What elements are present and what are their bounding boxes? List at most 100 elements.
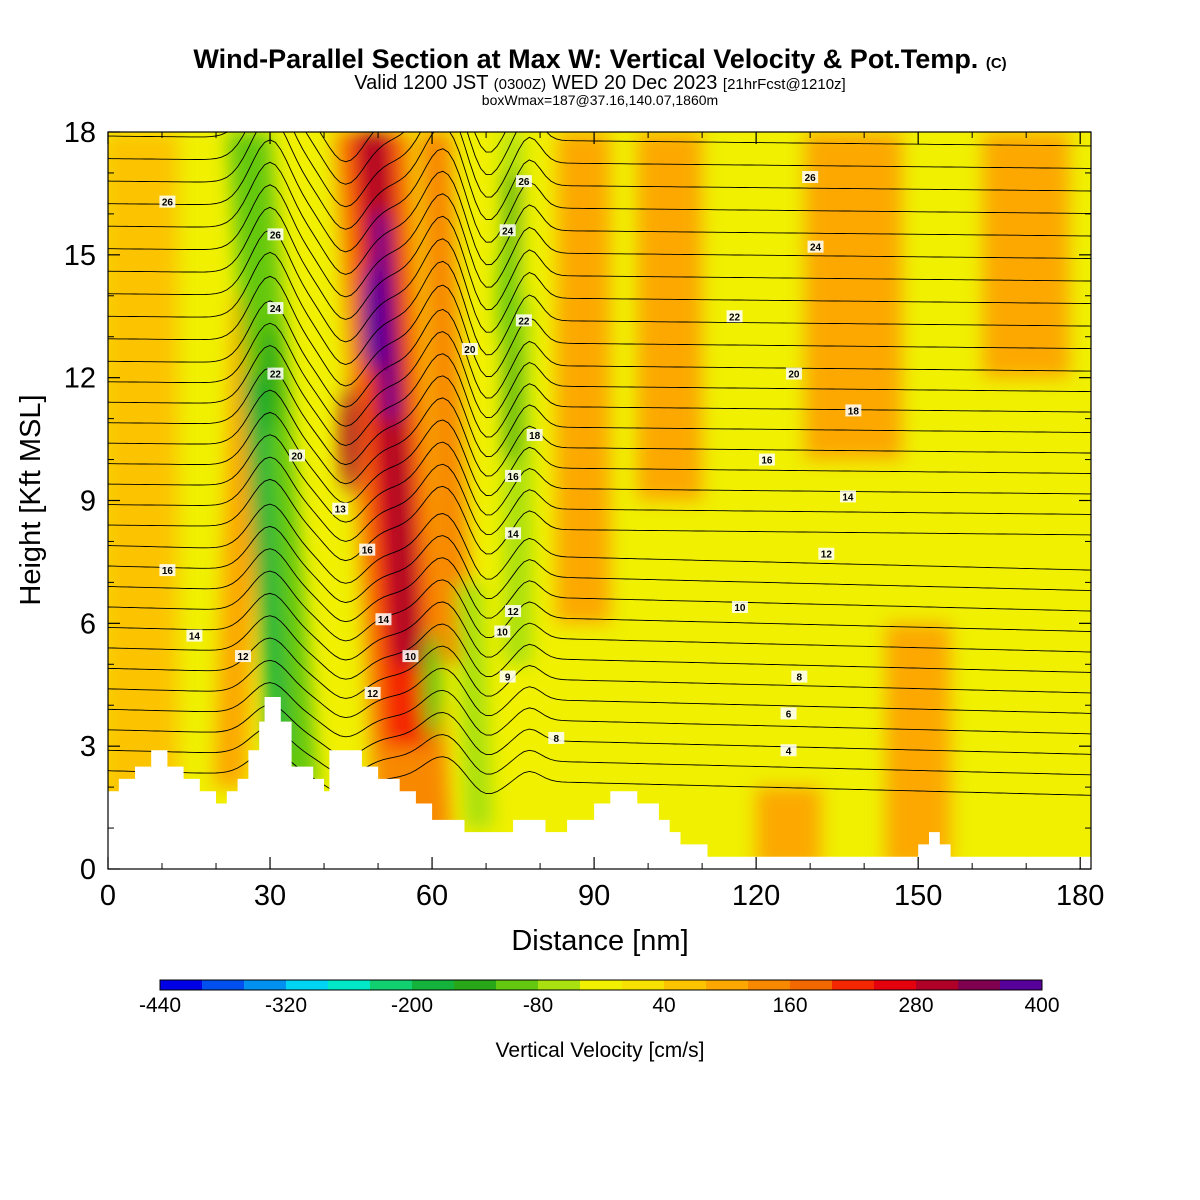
theta-label-text: 10 [734, 603, 746, 614]
theta-label-25: 26 [802, 171, 819, 184]
y-axis-label: Height [Kft MSL] [15, 394, 47, 605]
theta-label-text: 8 [797, 673, 803, 684]
theta-line-8 [108, 592, 1091, 661]
colorbar-swatch-10 [538, 980, 581, 990]
theta-line-12 [108, 503, 1091, 584]
theta-label-29: 18 [845, 404, 862, 417]
w-band-4 [243, 377, 289, 747]
theta-label-text: 20 [291, 451, 303, 462]
theta-label-bg [499, 670, 516, 683]
theta-label-1: 26 [159, 195, 176, 209]
chart-subtitle: Valid 1200 JST (0300Z) WED 20 Dec 2023 [… [0, 72, 1200, 95]
theta-line-26 [108, 184, 1091, 298]
theta-label-text: 26 [805, 173, 817, 184]
x-tick-label: 60 [416, 880, 448, 912]
x-tick-label: 90 [578, 880, 610, 912]
theta-label-text: 26 [162, 198, 174, 209]
colorbar-swatch-7 [412, 980, 455, 990]
theta-label-30: 16 [758, 453, 775, 467]
w-band-16 [804, 132, 902, 460]
theta-label-bg [235, 650, 252, 663]
theta-label-2: 26 [267, 228, 284, 241]
theta-line-7 [108, 615, 1091, 680]
colorbar-tick-label: -320 [265, 994, 307, 1017]
theta-label-14: 20 [461, 343, 478, 356]
w-band-18 [982, 132, 1070, 378]
theta-label-text: 12 [367, 689, 379, 700]
theta-label-26: 24 [807, 240, 824, 254]
theta-label-text: 14 [508, 529, 520, 540]
theta-label-36: 4 [780, 744, 797, 757]
y-tick-label: 9 [80, 486, 96, 518]
theta-label-text: 20 [464, 345, 476, 356]
theta-label-bg [186, 629, 203, 642]
theta-label-bg [499, 224, 516, 237]
theta-label-bg [818, 547, 835, 560]
colorbar-swatch-13 [664, 980, 707, 990]
theta-label-text: 10 [497, 628, 509, 639]
theta-label-bg [159, 195, 176, 208]
w-band-14 [556, 132, 611, 624]
colorbar: -440 -320 -200 -80 40 160 280 400 [139, 979, 1060, 1017]
theta-label-bg [780, 744, 797, 757]
theta-label-text: 14 [842, 492, 854, 503]
theta-label-bg [505, 527, 522, 540]
colorbar-swatch-3 [244, 980, 287, 990]
theta-label-5: 20 [289, 449, 306, 462]
theta-label-bg [785, 367, 802, 380]
theta-label-bg [332, 502, 349, 515]
w-feature-updraft-1 [362, 261, 383, 372]
theta-label-8: 14 [375, 613, 392, 626]
w-band-20 [756, 787, 821, 869]
y-tick-label: 12 [64, 363, 96, 395]
theta-label-bg [359, 543, 376, 556]
theta-label-3: 24 [267, 302, 284, 315]
theta-label-bg [505, 605, 522, 618]
theta-label-16: 24 [499, 224, 516, 237]
colorbar-swatch-1 [160, 980, 203, 990]
theta-label-9: 12 [364, 686, 381, 700]
theta-label-33: 10 [731, 600, 748, 614]
chart-title-text: Wind-Parallel Section at Max W: Vertical… [193, 44, 979, 74]
colorbar-frame [159, 979, 1043, 991]
theta-label-bg [494, 625, 511, 638]
theta-label-text: 24 [810, 243, 822, 254]
theta-label-bg [731, 600, 748, 613]
colorbar-swatch-9 [496, 980, 539, 990]
plot-area: 26 26 24 22 20 13 16 14 12 16 14 12 10 20 26 24 22 18 16 14… [108, 132, 1091, 869]
theta-line-10 [108, 548, 1091, 623]
theta-label-text: 8 [554, 734, 560, 745]
w-band-8 [373, 213, 398, 419]
theta-line-14 [108, 456, 1091, 542]
x-axis: 0 30 60 90 120 150 180 [100, 132, 1104, 912]
theta-label-text: 18 [848, 406, 860, 417]
theta-line-21 [108, 300, 1091, 408]
theta-label-text: 14 [189, 632, 201, 643]
y-axis: 0 3 6 9 12 15 18 [64, 117, 1091, 886]
colorbar-swatch-6 [370, 980, 413, 990]
terrain-profile [108, 697, 1091, 869]
colorbar-tick-label: 40 [652, 994, 675, 1017]
theta-label-text: 4 [786, 746, 792, 757]
theta-label-15: 26 [515, 175, 532, 188]
theta-label-bg [364, 686, 381, 699]
colorbar-swatch-14 [706, 980, 749, 990]
x-tick-label: 120 [732, 880, 780, 912]
colorbar-swatch-18 [874, 980, 917, 990]
theta-label-bg [548, 731, 565, 744]
colorbar-swatch-20 [958, 980, 1001, 990]
colorbar-swatch-4 [286, 980, 329, 990]
theta-line-28 [108, 139, 1091, 253]
chart-title-mark: (C) [985, 55, 1007, 72]
theta-label-4: 22 [267, 367, 284, 381]
y-tick-label: 18 [64, 117, 96, 149]
theta-label-24: 8 [548, 731, 565, 745]
x-tick-label: 0 [100, 880, 116, 912]
theta-label-7: 16 [359, 543, 376, 557]
theta-label-17: 22 [515, 314, 532, 327]
colorbar-tick-label: -200 [391, 994, 433, 1017]
theta-label-text: 16 [162, 566, 174, 577]
theta-label-text: 24 [502, 226, 514, 237]
theta-line-4 [108, 682, 1091, 738]
